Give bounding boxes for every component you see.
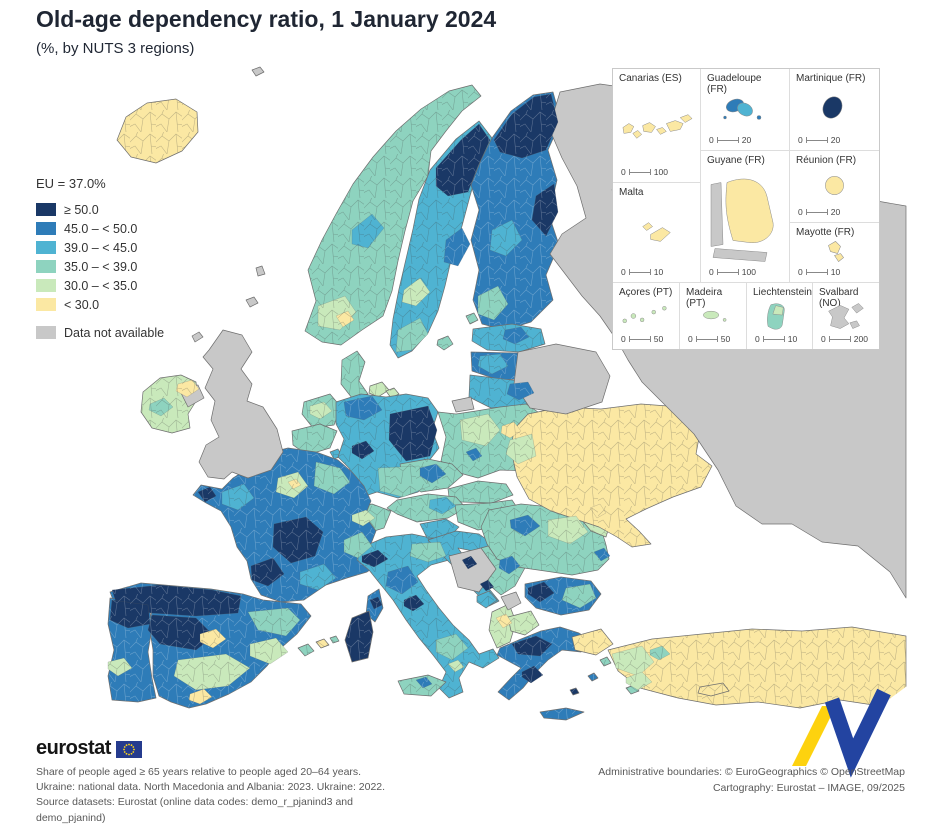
eurostat-wordmark: eurostat <box>36 737 111 759</box>
legend-swatch-class2 <box>36 241 56 254</box>
footnote-line: Ukraine: national data. North Macedonia … <box>36 781 386 794</box>
legend-row-no-data: Data not available <box>36 323 164 342</box>
scale-bar: 0 50 <box>621 334 664 344</box>
inset-map-martinique <box>822 96 843 119</box>
legend: EU = 37.0% ≥ 50.0 45.0 – < 50.0 39.0 – <… <box>36 176 164 342</box>
attribution: Administrative boundaries: © EuroGeograp… <box>598 764 905 797</box>
scale-bar: 0 20 <box>709 135 752 145</box>
inset-madeira: Madeira (PT) 0 50 <box>680 283 747 349</box>
inset-svalbard: Svalbard (NO) 0 200 <box>813 283 879 349</box>
inset-label: Guyane (FR) <box>707 155 765 166</box>
eurostat-image-brandmark <box>792 688 891 778</box>
inset-label: Martinique (FR) <box>796 73 866 84</box>
legend-row: 30.0 – < 35.0 <box>36 276 164 295</box>
legend-label: 39.0 – < 45.0 <box>64 240 138 255</box>
attribution-line: Cartography: Eurostat – IMAGE, 09/2025 <box>712 782 905 795</box>
scale-bar: 0 50 <box>688 334 731 344</box>
region-overlays <box>107 93 671 705</box>
inset-map-reunion <box>825 176 844 195</box>
inset-martinique: Martinique (FR) 0 20 <box>790 69 879 151</box>
legend-swatch-class5 <box>36 298 56 311</box>
inset-label: Açores (PT) <box>619 287 673 298</box>
legend-swatch-class1 <box>36 222 56 235</box>
inset-acores: Açores (PT) 0 50 <box>613 283 680 349</box>
inset-label: Svalbard (NO) <box>819 287 859 309</box>
footnote-line: Share of people aged ≥ 65 years relative… <box>36 766 362 778</box>
scale-bar: 0 20 <box>798 135 841 145</box>
footnote-line: Source datasets: Eurostat (online data c… <box>36 796 353 824</box>
page-title: Old-age dependency ratio, 1 January 2024 <box>36 6 497 32</box>
inset-label: Malta <box>619 187 644 198</box>
legend-swatch-class0 <box>36 203 56 216</box>
legend-label: Data not available <box>64 325 165 340</box>
inset-label: Canarias (ES) <box>619 73 682 84</box>
eurostat-logo: eurostat <box>36 738 142 758</box>
inset-label: Guadeloupe (FR) <box>707 73 762 95</box>
inset-liechtenstein: Liechtenstein 0 10 <box>747 283 813 349</box>
inset-map-canarias <box>622 114 693 139</box>
legend-label: ≥ 50.0 <box>64 202 99 217</box>
legend-swatch-class3 <box>36 260 56 273</box>
footnotes: Share of people aged ≥ 65 years relative… <box>36 765 388 826</box>
inset-reunion: Réunion (FR) 0 20 <box>790 151 879 223</box>
page-subtitle: (%, by NUTS 3 regions) <box>36 40 195 57</box>
legend-row: 45.0 – < 50.0 <box>36 219 164 238</box>
yellow-slash <box>792 706 836 766</box>
inset-map-madeira <box>703 310 727 322</box>
inset-map-guadeloupe <box>723 98 762 120</box>
scale-bar: 0 20 <box>798 207 841 217</box>
corner-cut <box>788 672 926 774</box>
legend-label: 45.0 – < 50.0 <box>64 221 138 236</box>
inset-map-liechtenstein <box>767 303 785 330</box>
inset-guyane: Guyane (FR) 0 100 <box>701 151 790 283</box>
legend-row: 35.0 – < 39.0 <box>36 257 164 276</box>
inset-guadeloupe: Guadeloupe (FR) 0 20 <box>701 69 790 151</box>
inset-map-guyane <box>710 178 774 262</box>
inset-map-svalbard <box>828 303 864 329</box>
scale-bar: 0 10 <box>755 334 798 344</box>
inset-map-malta <box>642 222 671 242</box>
legend-swatch-no-data <box>36 326 56 339</box>
eu-flag-icon <box>115 741 142 758</box>
legend-label: 30.0 – < 35.0 <box>64 278 138 293</box>
inset-mayotte: Mayotte (FR) 0 10 <box>790 223 879 283</box>
legend-row: ≥ 50.0 <box>36 200 164 219</box>
inset-label: Mayotte (FR) <box>796 227 855 238</box>
inset-label: Madeira (PT) <box>686 287 723 309</box>
inset-panel: Canarias (ES) 0 100 Guadeloupe (FR) 0 20 M <box>612 68 880 350</box>
inset-label: Réunion (FR) <box>796 155 857 166</box>
inset-malta: Malta 0 10 <box>613 183 701 283</box>
inset-label: Liechtenstein <box>753 287 812 298</box>
scale-bar: 0 200 <box>821 334 868 344</box>
blue-check <box>824 688 891 778</box>
legend-swatch-class4 <box>36 279 56 292</box>
scale-bar: 0 10 <box>798 267 841 277</box>
legend-row: < 30.0 <box>36 295 164 314</box>
legend-row: 39.0 – < 45.0 <box>36 238 164 257</box>
scale-bar: 0 10 <box>621 267 664 277</box>
attribution-line: Administrative boundaries: © EuroGeograp… <box>598 766 905 778</box>
legend-eu-value: EU = 37.0% <box>36 176 106 191</box>
scale-bar: 0 100 <box>709 267 756 277</box>
inset-map-acores <box>622 306 667 324</box>
legend-label: 35.0 – < 39.0 <box>64 259 138 274</box>
inset-map-mayotte <box>828 241 844 262</box>
inset-canarias: Canarias (ES) 0 100 <box>613 69 701 183</box>
scale-bar: 0 100 <box>621 167 668 177</box>
legend-label: < 30.0 <box>64 297 100 312</box>
